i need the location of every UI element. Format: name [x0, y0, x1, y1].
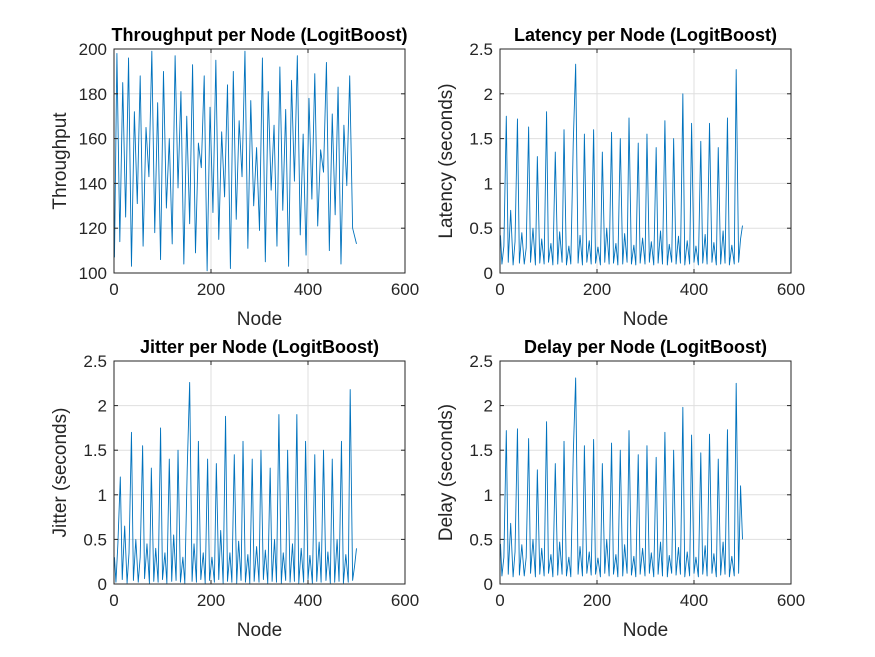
delay-y-tick-label: 1: [484, 486, 493, 505]
delay-y-axis-label: Delay (seconds): [436, 404, 457, 541]
throughput-y-tick-label: 120: [79, 219, 107, 238]
latency-x-tick-label: 600: [777, 280, 805, 299]
throughput-chart-title: Throughput per Node (LogitBoost): [112, 25, 408, 45]
jitter-x-axis-label: Node: [237, 620, 282, 641]
delay-series-line: [500, 377, 743, 578]
latency-x-tick-label: 0: [495, 280, 504, 299]
latency-chart: 0 200 400 600 0 0.5 1 1.5 2 2.5 Latency per Node (…: [436, 25, 805, 330]
throughput-y-tick-label: 140: [79, 174, 107, 193]
throughput-x-tick-label: 200: [197, 280, 225, 299]
jitter-chart: 0 200 400 600 0 0.5 1 1.5 2 2.5 Jitter per Node (L…: [50, 337, 419, 641]
delay-x-tick-label: 400: [680, 591, 708, 610]
throughput-chart: 0 200 400 600 100 120 140 160 180 200 Throughput p…: [50, 25, 419, 330]
jitter-axes-box: [113, 360, 406, 585]
jitter-y-tick-label: 2: [98, 397, 107, 416]
delay-y-tick-label: 2.5: [469, 352, 493, 371]
latency-y-axis-label: Latency (seconds): [436, 83, 457, 238]
jitter-x-tick-label: 200: [197, 591, 225, 610]
jitter-y-tick-label: 1.5: [83, 441, 107, 460]
delay-chart: 0 200 400 600 0 0.5 1 1.5 2 2.5 Delay per Node (Lo…: [436, 337, 805, 641]
jitter-y-tick-label: 1: [98, 486, 107, 505]
delay-x-axis-label: Node: [623, 620, 668, 641]
delay-chart-title: Delay per Node (LogitBoost): [524, 337, 767, 357]
latency-x-tick-label: 200: [583, 280, 611, 299]
delay-y-tick-label: 1.5: [469, 441, 493, 460]
delay-x-tick-label: 0: [495, 591, 504, 610]
delay-y-tick-label: 0: [484, 575, 493, 594]
latency-chart-title: Latency per Node (LogitBoost): [514, 25, 777, 45]
jitter-x-tick-label: 0: [109, 591, 118, 610]
delay-y-tick-label: 0.5: [469, 530, 493, 549]
throughput-y-tick-label: 180: [79, 85, 107, 104]
latency-y-tick-label: 1: [484, 174, 493, 193]
throughput-series-line: [114, 50, 357, 272]
throughput-x-tick-label: 600: [391, 280, 419, 299]
latency-axes-box: [499, 48, 792, 274]
jitter-y-axis-label: Jitter (seconds): [50, 408, 71, 538]
delay-axes-box: [499, 360, 792, 585]
jitter-series-line: [114, 381, 357, 584]
latency-y-tick-label: 2.5: [469, 40, 493, 59]
jitter-chart-title: Jitter per Node (LogitBoost): [140, 337, 379, 357]
latency-x-tick-label: 400: [680, 280, 708, 299]
latency-x-axis-label: Node: [623, 309, 668, 330]
throughput-x-tick-label: 0: [109, 280, 118, 299]
jitter-y-tick-label: 0: [98, 575, 107, 594]
throughput-y-tick-label: 100: [79, 264, 107, 283]
delay-x-tick-label: 200: [583, 591, 611, 610]
delay-x-tick-label: 600: [777, 591, 805, 610]
latency-y-tick-label: 0.5: [469, 219, 493, 238]
jitter-y-tick-label: 2.5: [83, 352, 107, 371]
latency-y-tick-label: 1.5: [469, 130, 493, 149]
throughput-x-axis-label: Node: [237, 309, 282, 330]
latency-series-line: [500, 63, 743, 266]
latency-y-tick-label: 2: [484, 85, 493, 104]
jitter-x-tick-label: 400: [294, 591, 322, 610]
jitter-y-tick-label: 0.5: [83, 530, 107, 549]
throughput-y-tick-label: 200: [79, 40, 107, 59]
throughput-y-tick-label: 160: [79, 130, 107, 149]
throughput-axes-box: [113, 48, 406, 274]
jitter-x-tick-label: 600: [391, 591, 419, 610]
throughput-x-tick-label: 400: [294, 280, 322, 299]
latency-y-tick-label: 0: [484, 264, 493, 283]
delay-y-tick-label: 2: [484, 397, 493, 416]
throughput-y-axis-label: Throughput: [50, 112, 71, 210]
throughput-plot-area: [113, 48, 406, 274]
